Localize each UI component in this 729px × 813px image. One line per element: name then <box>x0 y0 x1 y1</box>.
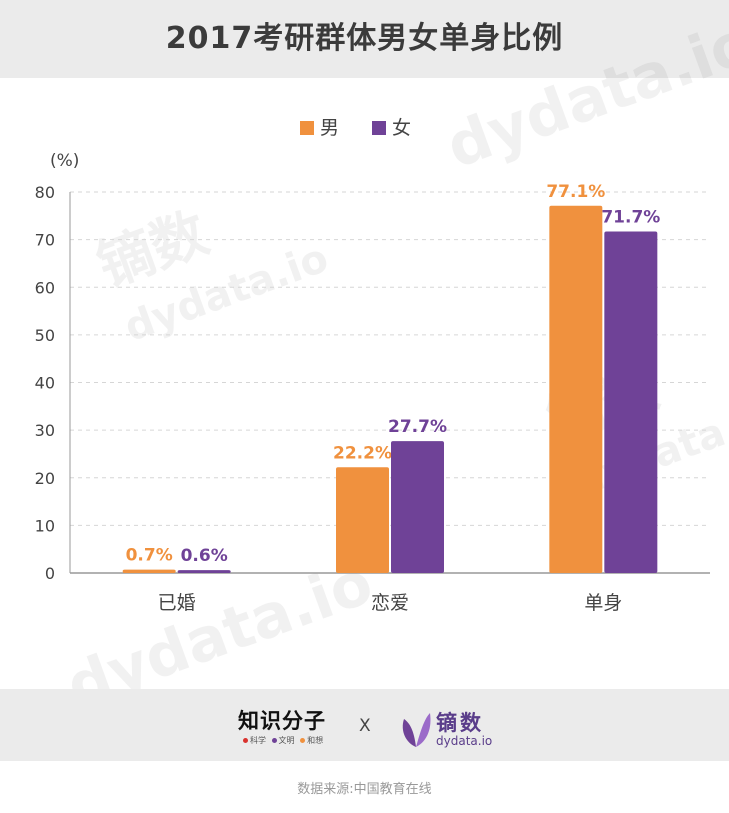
y-tick-label: 10 <box>35 516 55 535</box>
data-label: 0.7% <box>126 546 173 566</box>
data-label: 77.1% <box>546 182 605 202</box>
y-tick-label: 60 <box>35 278 55 297</box>
bar <box>177 570 231 573</box>
bar-chart: (%) 0 10 20 30 40 50 60 70 80 男 女 0.7% 0.6% 已婚 22.2% 27.… <box>0 78 729 688</box>
y-tick-label: 80 <box>35 183 55 202</box>
partner-tag: 科学 <box>250 736 266 745</box>
y-tick-label: 70 <box>35 231 55 250</box>
tag-dot <box>300 738 306 743</box>
partner-tag: 文明 <box>278 736 295 745</box>
y-tick-label: 50 <box>35 326 55 345</box>
y-tick-label: 30 <box>35 421 55 440</box>
bar <box>604 231 658 573</box>
data-source: 数据来源:中国教育在线 <box>297 782 432 797</box>
y-axis-label: (%) <box>50 151 79 171</box>
partner-logo-tags: 科学 文明 和想 <box>240 735 323 746</box>
bar <box>549 205 603 573</box>
legend-swatch <box>300 121 314 135</box>
legend-label: 女 <box>392 117 411 139</box>
y-tick-label: 40 <box>35 374 55 393</box>
x-tick-label: 单身 <box>584 592 622 614</box>
y-tick-label: 0 <box>45 564 55 583</box>
zhishifenzi-logo: 知识分子 科学 文明 和想 <box>238 705 348 753</box>
title-bar <box>0 0 729 78</box>
brand-logo-name: 镝数 <box>436 711 484 735</box>
data-label: 71.7% <box>601 208 660 228</box>
bar <box>122 569 176 573</box>
y-tick-label: 20 <box>35 469 55 488</box>
x-tick-label: 已婚 <box>158 592 196 614</box>
tag-dot <box>243 738 248 743</box>
bar <box>391 441 444 573</box>
page-title: 2017考研群体男女单身比例 <box>165 21 564 56</box>
footer-logos <box>0 689 729 761</box>
x-tick-label: 恋爱 <box>371 592 409 614</box>
bar-chart-svg: (%) 0 10 20 30 40 50 60 70 80 男 女 0.7% 0.6% 已婚 22.2% 27.… <box>35 117 710 614</box>
logo-separator: X <box>359 716 371 736</box>
partner-tag: 和想 <box>307 736 324 745</box>
legend-swatch <box>372 121 386 135</box>
data-label: 22.2% <box>333 443 392 463</box>
legend-label: 男 <box>320 117 339 139</box>
data-label: 27.7% <box>388 417 447 437</box>
dydata-logo: 镝数 dydata.io <box>400 707 510 753</box>
bar <box>336 467 389 573</box>
tag-dot <box>271 738 277 743</box>
butterfly-icon <box>402 713 431 747</box>
partner-logo-name: 知识分子 <box>238 708 326 733</box>
data-label: 0.6% <box>181 546 228 566</box>
brand-logo-url: dydata.io <box>436 734 493 748</box>
